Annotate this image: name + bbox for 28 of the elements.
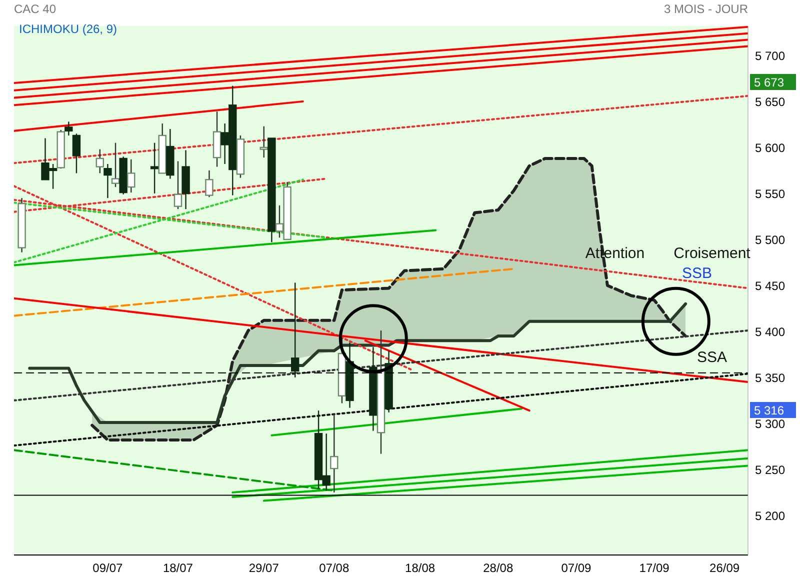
y-tick-label: 5 350 — [755, 370, 786, 385]
y-tick-label: 5 400 — [755, 324, 786, 339]
x-tick-label: 17/09 — [639, 561, 670, 575]
chart-subtitle: ICHIMOKU (26, 9) — [19, 22, 118, 36]
y-tick-label: 5 600 — [755, 140, 786, 155]
x-tick-label: 18/08 — [405, 561, 436, 575]
x-tick-label: 29/07 — [248, 561, 280, 575]
text: 3 MOIS - JOUR — [664, 2, 748, 16]
annotation: SSA — [696, 349, 728, 366]
y-tick-label: 5 450 — [755, 278, 786, 293]
x-tick-label: 07/08 — [319, 561, 350, 575]
y-tick-label: 5 650 — [755, 94, 786, 109]
y-tick-label: 5 550 — [755, 186, 786, 201]
x-tick-label: 18/07 — [162, 561, 194, 575]
y-tick-label: 5 300 — [755, 416, 786, 431]
text: 5 316 — [754, 404, 784, 418]
y-tick-label: 5 500 — [755, 232, 786, 247]
y-tick-label: 5 200 — [755, 508, 786, 523]
annotation: SSB — [682, 265, 712, 282]
x-tick-label: 07/09 — [561, 561, 592, 575]
chart-title: CAC 40 — [14, 2, 56, 16]
x-tick-label: 26/09 — [710, 561, 740, 575]
x-tick-label: 28/08 — [483, 561, 514, 575]
y-tick-label: 5 700 — [755, 48, 786, 63]
annotation: Croisement — [674, 245, 752, 262]
x-tick-label: 09/07 — [92, 561, 124, 575]
text: 5 673 — [754, 76, 784, 90]
y-tick-label: 5 250 — [755, 462, 786, 477]
